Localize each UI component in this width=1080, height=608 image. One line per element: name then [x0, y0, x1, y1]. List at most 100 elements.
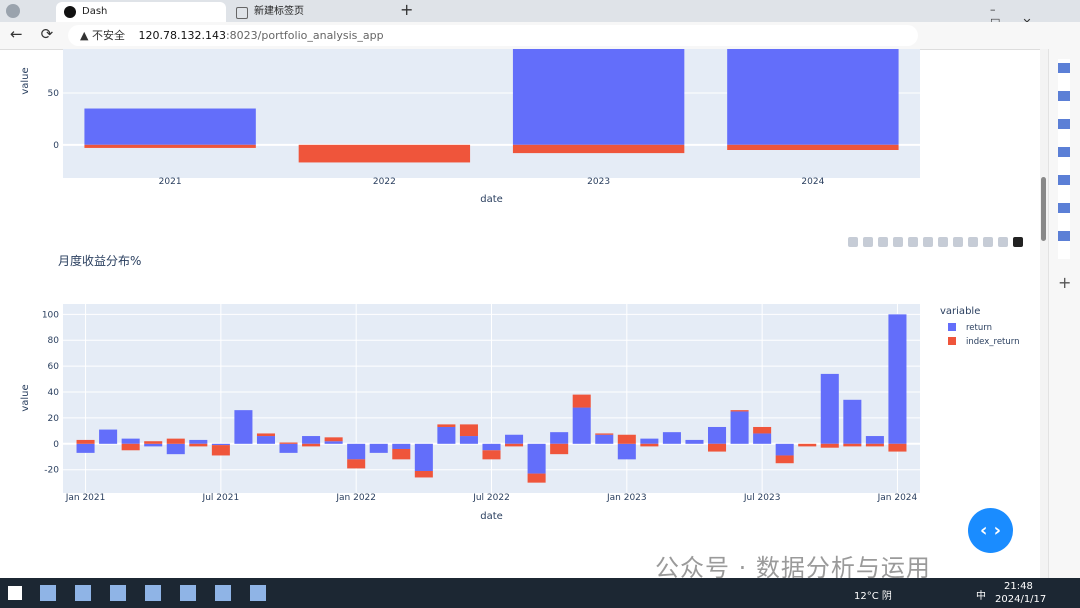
modebar-button[interactable]	[953, 237, 963, 247]
y-tick-label: 40	[48, 388, 60, 398]
bar	[256, 433, 275, 437]
modebar-button[interactable]	[968, 237, 978, 247]
modebar-button[interactable]	[1013, 237, 1023, 247]
x-axis-label: date	[480, 194, 503, 205]
tab[interactable]: Dash	[56, 2, 226, 22]
bar	[256, 436, 275, 444]
float-button[interactable]: ‹ ›	[968, 508, 1013, 553]
legend-swatch	[948, 337, 956, 345]
new-tab[interactable]: +	[400, 0, 414, 19]
address-bar: ←⟳ ▲ 不安全 120.78.132.143:8023/portfolio_a…	[0, 22, 1080, 50]
bar	[84, 144, 256, 148]
x-tick-label: 2024	[801, 177, 824, 187]
bar	[324, 441, 343, 444]
weather: 12°C 阴	[854, 591, 892, 602]
tab-strip: Dash 新建标签页 + –□✕	[0, 0, 1080, 29]
bar	[572, 394, 591, 408]
bar	[775, 455, 794, 464]
bar	[166, 443, 185, 455]
y-tick-label: 80	[48, 336, 60, 346]
modebar-button[interactable]	[938, 237, 948, 247]
bar	[369, 443, 388, 453]
bar	[708, 443, 727, 452]
taskbar-apps[interactable]	[40, 585, 280, 601]
bar	[753, 433, 772, 444]
bar	[84, 108, 256, 145]
bar	[640, 438, 659, 444]
profile[interactable]	[6, 4, 20, 18]
bar	[279, 442, 298, 444]
sidebar: +	[1048, 49, 1080, 578]
ime[interactable]: 中	[976, 591, 986, 602]
bar	[76, 439, 95, 444]
content: 2021 2022 2023 2024 0 50 date value Jan 2021 Jul …	[0, 49, 1040, 578]
bar	[708, 426, 727, 444]
bar	[888, 314, 907, 444]
bar	[820, 443, 839, 448]
y-tick-label: 50	[48, 89, 60, 99]
x-tick-label: Jan 2023	[606, 493, 647, 503]
modebar-button[interactable]	[983, 237, 993, 247]
bar	[347, 443, 366, 460]
modebar-button[interactable]	[908, 237, 918, 247]
scrollbar[interactable]	[1040, 49, 1048, 578]
bar	[727, 49, 899, 145]
modebar-button[interactable]	[893, 237, 903, 247]
modebar-button[interactable]	[863, 237, 873, 247]
bar	[189, 443, 208, 447]
bar	[550, 443, 569, 455]
bar	[144, 441, 163, 444]
bar	[414, 443, 433, 471]
bar	[482, 443, 501, 451]
bar	[298, 144, 471, 163]
y-axis-label: value	[20, 384, 31, 411]
bar	[121, 443, 140, 451]
sidebar-add[interactable]: +	[1058, 273, 1072, 292]
bar	[595, 434, 614, 444]
x-tick-label: Jul 2021	[202, 493, 240, 503]
tab-title: 新建标签页	[254, 6, 304, 17]
modebar-button[interactable]	[848, 237, 858, 247]
legend-title: variable	[940, 306, 980, 317]
y-tick-label: 20	[48, 414, 60, 424]
bar	[211, 445, 230, 456]
x-tick-label: Jul 2023	[743, 493, 781, 503]
bar	[730, 410, 749, 412]
x-tick-label: 2021	[159, 177, 182, 187]
start-button[interactable]	[8, 586, 22, 600]
modebar-button[interactable]	[998, 237, 1008, 247]
security-label: 不安全	[91, 29, 125, 42]
x-tick-label: Jul 2022	[472, 493, 510, 503]
bar	[324, 437, 343, 442]
url-box[interactable]: ▲ 不安全 120.78.132.143:8023/portfolio_anal…	[68, 25, 918, 46]
bar	[512, 49, 685, 145]
legend-label: return	[966, 323, 992, 333]
bar	[843, 443, 862, 447]
y-tick-label: 60	[48, 362, 60, 372]
scroll-thumb[interactable]	[1041, 177, 1046, 241]
tab[interactable]: 新建标签页	[228, 2, 394, 22]
y-tick-label: 100	[42, 310, 59, 320]
nav-buttons[interactable]: ←⟳	[10, 25, 72, 43]
bar	[527, 473, 546, 483]
modebar-button[interactable]	[923, 237, 933, 247]
y-tick-label: 0	[53, 440, 59, 450]
x-tick-label: Jan 2022	[335, 493, 376, 503]
bar	[392, 443, 411, 449]
bar	[617, 443, 636, 460]
bar	[730, 411, 749, 444]
bar	[459, 436, 478, 444]
sidebar-icons[interactable]	[1058, 59, 1070, 259]
bar	[414, 470, 433, 478]
url-path: :8023/portfolio_analysis_app	[225, 29, 384, 42]
bar	[211, 443, 230, 446]
bar	[234, 410, 253, 444]
legend-label: index_return	[966, 337, 1020, 347]
bar	[279, 443, 298, 453]
charts: 2021 2022 2023 2024 0 50 date value Jan 2021 Jul …	[20, 49, 1023, 522]
modebar-button[interactable]	[878, 237, 888, 247]
bar	[727, 144, 899, 150]
legend-swatch	[948, 323, 956, 331]
bar	[512, 144, 685, 154]
